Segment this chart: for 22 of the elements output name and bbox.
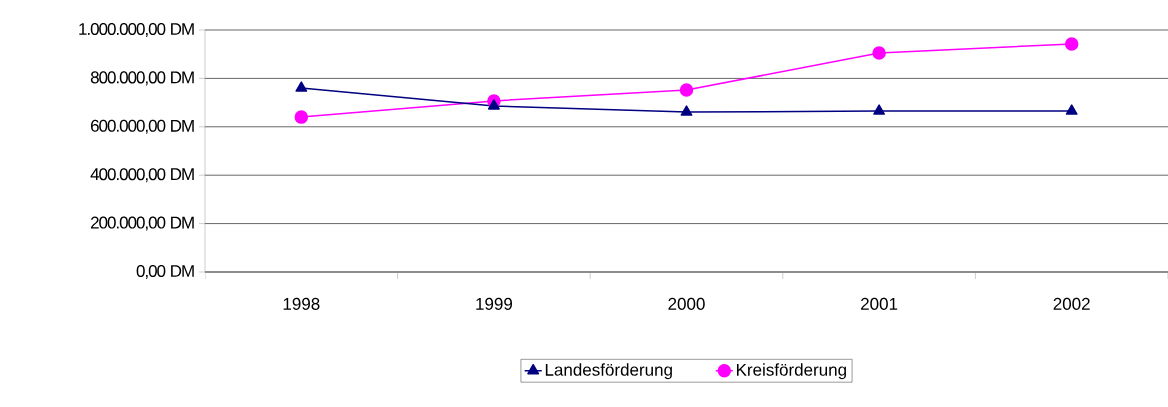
point bbox=[487, 99, 500, 110]
y-tick-label: 200.000,00 DM bbox=[90, 216, 194, 231]
point bbox=[294, 110, 309, 124]
point bbox=[679, 83, 694, 97]
point bbox=[872, 46, 886, 60]
x-tick-label: 2002 bbox=[1053, 297, 1090, 310]
point bbox=[295, 81, 308, 92]
point bbox=[873, 104, 886, 115]
point bbox=[1065, 104, 1078, 115]
legend-label: Kreisförderung bbox=[736, 363, 846, 380]
y-tick-label: 0,00 DM bbox=[136, 264, 194, 280]
y-tick-label: 1.000.000,00 DM bbox=[79, 22, 194, 38]
y-tick-label: 400.000,00 DM bbox=[90, 168, 194, 183]
x-tick-label: 2000 bbox=[668, 297, 705, 310]
x-tick-label: 2001 bbox=[861, 297, 898, 310]
y-tick-label: 600.000,00 DM bbox=[90, 119, 194, 134]
point bbox=[1064, 37, 1079, 51]
legend-label: Landesförderung bbox=[545, 363, 672, 380]
y-tick-label: 800.000,00 DM bbox=[90, 71, 194, 86]
point bbox=[680, 105, 693, 116]
x-tick-label: 1999 bbox=[476, 297, 513, 310]
x-tick-label: 1998 bbox=[283, 297, 320, 310]
